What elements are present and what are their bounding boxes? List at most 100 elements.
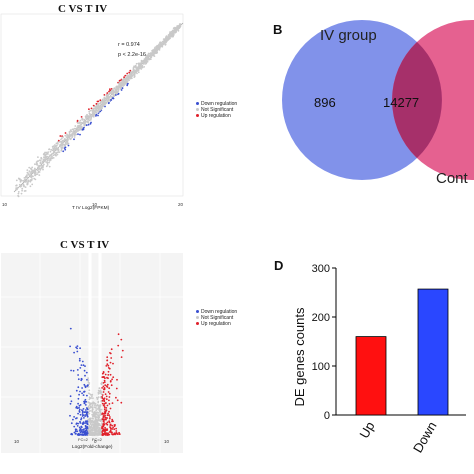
scatter-point — [140, 60, 143, 62]
volcano-point — [86, 415, 89, 418]
volcano-point — [84, 386, 87, 389]
scatter-point — [136, 69, 139, 71]
volcano-point — [88, 424, 91, 427]
volcano-point — [102, 382, 105, 384]
scatter-point — [79, 124, 82, 126]
volcano-point — [81, 387, 83, 389]
scatter-point — [39, 160, 42, 162]
volcano-point — [97, 432, 100, 435]
plot-area — [1, 253, 183, 453]
scatter-point — [28, 170, 31, 173]
volcano-point — [86, 384, 89, 387]
scatter-point — [99, 108, 102, 111]
scatter-point — [95, 111, 98, 114]
volcano-point — [99, 412, 102, 415]
x-tick-label: 10 — [2, 202, 8, 207]
scatter-point — [37, 170, 40, 173]
scatter-point — [33, 171, 36, 174]
scatter-point — [56, 141, 59, 144]
volcano-point — [82, 364, 85, 367]
scatter-point — [126, 74, 128, 77]
scatter-point — [124, 74, 127, 77]
volcano-point — [106, 359, 109, 362]
scatter-point — [56, 153, 59, 156]
volcano-point — [105, 385, 108, 387]
scatter-point — [171, 31, 174, 34]
volcano-point — [84, 427, 87, 430]
scatter-point — [139, 67, 142, 70]
legend-swatch — [196, 310, 199, 314]
volcano-point — [90, 421, 93, 424]
scatter-point — [24, 190, 27, 192]
x-tick-label: 10 — [14, 439, 20, 444]
volcano-point — [104, 373, 107, 376]
scatter-point — [154, 46, 156, 49]
scatter-point — [83, 118, 86, 121]
scatter-point — [15, 188, 18, 191]
volcano-point — [106, 423, 109, 426]
scatter-point — [126, 84, 129, 87]
volcano-point — [92, 415, 95, 418]
scatter-point — [48, 160, 51, 162]
volcano-point — [73, 431, 76, 434]
volcano-point — [84, 398, 87, 401]
scatter-point — [97, 100, 100, 103]
volcano-point — [101, 432, 104, 435]
scatter-point — [89, 113, 92, 116]
volcano-point — [78, 408, 81, 411]
volcano-point — [101, 387, 103, 389]
volcano-point — [78, 393, 80, 396]
scatter-point — [101, 105, 104, 107]
volcano-point — [86, 394, 88, 397]
legend-swatch — [196, 316, 199, 320]
scatter-point — [87, 116, 90, 119]
scatter-point — [29, 185, 32, 188]
volcano-point — [76, 407, 79, 410]
scatter-point — [112, 97, 115, 100]
scatter-point — [25, 175, 28, 178]
volcano-point — [76, 350, 79, 353]
scatter-point — [64, 134, 67, 137]
volcano-point — [108, 403, 111, 405]
scatter-point — [81, 128, 84, 131]
volcano-point — [109, 416, 111, 418]
volcano-point — [83, 417, 85, 419]
volcano-point — [78, 434, 81, 436]
volcano-point — [118, 431, 120, 434]
volcano-point — [69, 345, 71, 348]
scatter-point — [135, 66, 137, 69]
scatter-point — [89, 109, 92, 112]
scatter-point — [101, 99, 104, 102]
scatter-point — [85, 115, 88, 117]
volcano-point — [95, 424, 98, 426]
scatter-point — [18, 183, 21, 186]
scatter-point — [15, 179, 18, 182]
volcano-point — [117, 344, 120, 347]
scatter-point — [107, 96, 110, 99]
scatter-point — [44, 158, 46, 161]
volcano-point — [72, 418, 74, 421]
scatter-point — [64, 141, 67, 144]
scatter-point — [62, 136, 65, 138]
scatter-point — [95, 113, 98, 116]
scatter-point — [134, 69, 137, 72]
volcano-point — [79, 367, 82, 369]
scatter-point — [142, 61, 145, 64]
scatter-point — [53, 151, 55, 154]
scatter-point — [133, 73, 135, 76]
volcano-point — [77, 378, 80, 381]
scatter-point — [48, 165, 51, 168]
scatter-point — [23, 184, 25, 187]
scatter-point — [59, 145, 62, 147]
x-category-label: Up — [356, 419, 377, 441]
scatter-point — [144, 60, 147, 62]
scatter-point — [29, 180, 32, 183]
scatter-point — [66, 143, 68, 145]
scatter-point — [172, 27, 175, 30]
volcano-point — [92, 401, 94, 404]
volcano-point — [85, 407, 88, 409]
scatter-point — [110, 91, 112, 94]
scatter-title: C VS T IV — [58, 3, 108, 15]
volcano-point — [98, 423, 101, 425]
scatter-point — [21, 189, 23, 192]
